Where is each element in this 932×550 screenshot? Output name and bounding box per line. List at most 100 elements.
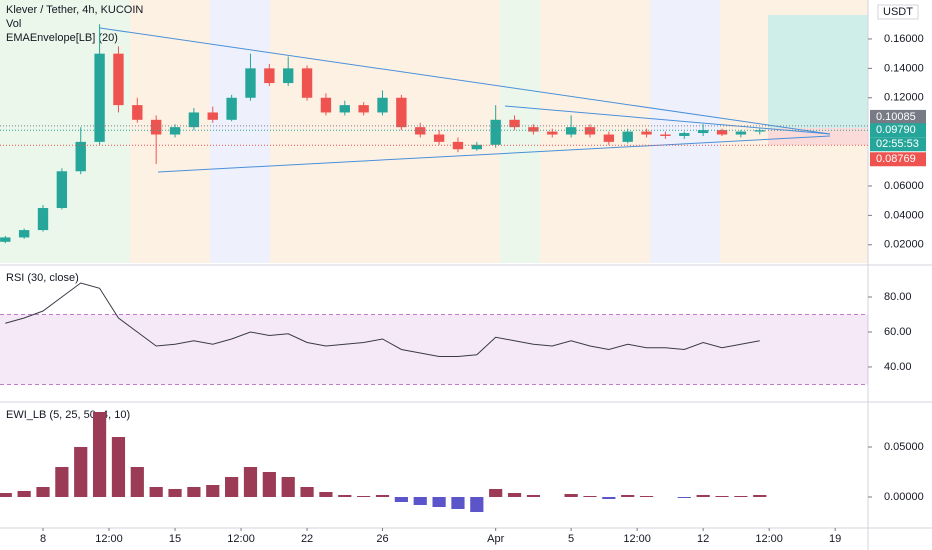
y-tick-label: 0.05000 <box>884 441 924 453</box>
candle-body <box>37 208 49 231</box>
candle-body <box>565 127 577 135</box>
pane-background <box>650 0 720 263</box>
candle-body <box>679 133 690 136</box>
price-label: 0.08769 <box>876 153 916 165</box>
y-tick-label: 80.00 <box>884 291 912 303</box>
candle-body <box>56 171 68 209</box>
histogram-bar <box>338 495 352 497</box>
pane-title: EWI_LB (5, 25, 50, 4, 10) <box>6 409 130 421</box>
x-tick-label: 22 <box>301 533 313 545</box>
y-tick-label: 0.00000 <box>884 491 924 503</box>
histogram-bar <box>564 494 578 497</box>
histogram-bar <box>696 495 710 497</box>
histogram-bar <box>17 491 31 497</box>
histogram-bar <box>526 495 541 497</box>
pane-background <box>210 0 270 263</box>
y-tick-label: 0.16000 <box>884 33 924 45</box>
candle-body <box>226 97 237 120</box>
histogram-bar <box>55 467 69 497</box>
histogram-bar <box>507 493 522 497</box>
candle-body <box>264 68 275 84</box>
x-tick-label: 12 <box>697 533 709 545</box>
candle-body <box>188 112 200 128</box>
rsi-line <box>5 282 760 357</box>
indicator-label: Vol <box>6 18 21 30</box>
pane-title: RSI (30, close) <box>6 272 79 284</box>
pane-background <box>0 0 130 263</box>
candle-body <box>207 112 218 120</box>
histogram-bar <box>300 487 314 497</box>
histogram-bar <box>206 485 220 497</box>
histogram-bar <box>187 487 201 497</box>
candle-body <box>603 134 615 142</box>
candle-body <box>716 130 728 135</box>
histogram-bar <box>0 493 12 497</box>
histogram-bar <box>451 497 465 509</box>
candle-body <box>18 230 30 238</box>
candle-body <box>509 119 520 128</box>
x-tick-label: 12:00 <box>227 533 255 545</box>
candle-body <box>113 53 124 106</box>
countdown-box <box>870 137 926 152</box>
trend-line <box>99 27 831 135</box>
candle-body <box>660 134 671 136</box>
histogram-bar <box>92 412 107 497</box>
price-label-box <box>870 123 926 138</box>
histogram-bar <box>281 477 295 497</box>
histogram-bar <box>639 496 654 497</box>
pane-background <box>0 0 868 263</box>
histogram-bar <box>602 497 616 499</box>
trend-line <box>157 135 831 173</box>
x-tick-label: 26 <box>376 533 388 545</box>
candle-body <box>735 131 747 135</box>
histogram-bar <box>262 472 276 497</box>
candle-body <box>433 134 445 142</box>
x-tick-label: 12:00 <box>623 533 651 545</box>
candle-body <box>301 68 313 98</box>
candle-body <box>452 141 464 150</box>
histogram-bar <box>753 495 767 497</box>
histogram-bar <box>168 489 182 497</box>
histogram-bar <box>74 447 88 497</box>
y-tick-label: 40.00 <box>884 361 912 373</box>
x-tick-label: 12:00 <box>755 533 783 545</box>
histogram-bar <box>715 496 729 497</box>
histogram-bar <box>583 496 597 497</box>
candle-body <box>396 97 407 128</box>
price-label: 0.09790 <box>876 124 916 136</box>
price-label-box <box>870 109 926 124</box>
candle-body <box>94 53 105 142</box>
candle-body <box>528 127 539 132</box>
candle-body <box>584 127 596 135</box>
candle-body <box>150 119 162 135</box>
x-tick-label: 12:00 <box>95 533 123 545</box>
histogram-bar <box>677 497 691 498</box>
chart-title: Klever / Tether, 4h, KUCOIN <box>6 4 143 16</box>
price-label: 0.10085 <box>876 111 916 123</box>
indicator-label: EMAEnvelope[LB] (20) <box>6 32 118 44</box>
candle-body <box>471 144 483 150</box>
candle-body <box>75 141 86 172</box>
histogram-bar <box>394 497 408 502</box>
histogram-bar <box>413 497 427 505</box>
x-tick-label: 15 <box>169 533 181 545</box>
candle-body <box>245 68 256 98</box>
histogram-bar <box>36 487 50 497</box>
price-label-box <box>870 152 926 167</box>
histogram-bar <box>734 496 748 497</box>
histogram-bar <box>111 437 126 497</box>
x-tick-label: 5 <box>568 533 574 545</box>
x-tick-label: 19 <box>829 533 841 545</box>
histogram-bar <box>357 496 371 497</box>
candle-body <box>754 130 765 132</box>
histogram-bar <box>432 497 446 507</box>
countdown: 02:55:53 <box>876 138 919 150</box>
y-tick-label: 0.14000 <box>884 62 924 74</box>
currency-label: USDT <box>883 6 913 18</box>
x-tick-label: 8 <box>40 533 46 545</box>
candle-body <box>622 131 633 142</box>
histogram-bar <box>225 477 239 497</box>
histogram-bar <box>149 487 163 497</box>
candle-body <box>358 105 369 113</box>
